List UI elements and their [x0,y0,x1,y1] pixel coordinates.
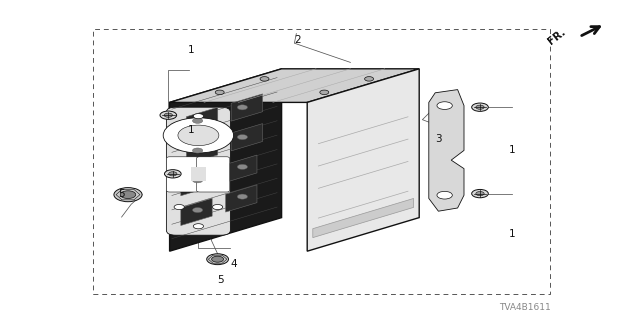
Circle shape [212,256,223,262]
Circle shape [193,118,203,123]
Circle shape [174,204,184,210]
Circle shape [169,172,177,176]
Circle shape [437,102,452,109]
Circle shape [215,90,224,95]
Text: TVA4B1611: TVA4B1611 [499,303,550,312]
Text: 1: 1 [509,228,515,239]
FancyBboxPatch shape [196,157,230,192]
Circle shape [437,191,452,199]
Text: 1: 1 [509,145,515,156]
Circle shape [193,207,203,212]
Polygon shape [186,107,218,134]
Circle shape [476,105,484,109]
Circle shape [178,125,219,146]
Polygon shape [429,90,464,211]
Polygon shape [186,137,218,164]
Bar [93,29,550,294]
Polygon shape [170,69,282,251]
Text: 1: 1 [188,44,194,55]
Circle shape [320,90,329,95]
Polygon shape [307,69,419,251]
Circle shape [160,111,177,119]
Text: 1: 1 [188,124,194,135]
Circle shape [164,170,181,178]
FancyBboxPatch shape [166,107,230,235]
Circle shape [365,77,374,81]
FancyBboxPatch shape [166,157,200,192]
Polygon shape [231,94,262,121]
Circle shape [193,148,203,153]
Text: 2: 2 [294,35,301,45]
Text: 3: 3 [435,134,442,144]
Text: FR.: FR. [546,27,568,47]
Polygon shape [181,169,212,196]
Polygon shape [226,185,257,212]
Circle shape [237,194,248,199]
Text: 5: 5 [218,275,224,285]
Circle shape [164,113,173,117]
Circle shape [212,204,223,210]
Polygon shape [313,198,413,238]
Polygon shape [226,155,257,182]
Circle shape [193,178,203,183]
Circle shape [260,77,269,81]
Bar [191,167,206,181]
Circle shape [237,134,248,140]
Circle shape [114,188,142,202]
Circle shape [207,254,228,265]
Polygon shape [170,69,419,102]
Circle shape [193,114,204,119]
Circle shape [472,103,488,111]
Circle shape [163,118,234,153]
Polygon shape [231,124,262,151]
Circle shape [237,164,248,169]
Text: 4: 4 [230,259,237,269]
Circle shape [472,189,488,198]
Text: 5: 5 [118,188,125,199]
Circle shape [237,105,248,110]
Circle shape [476,191,484,196]
Circle shape [193,224,204,229]
Polygon shape [181,198,212,226]
Circle shape [120,191,136,198]
